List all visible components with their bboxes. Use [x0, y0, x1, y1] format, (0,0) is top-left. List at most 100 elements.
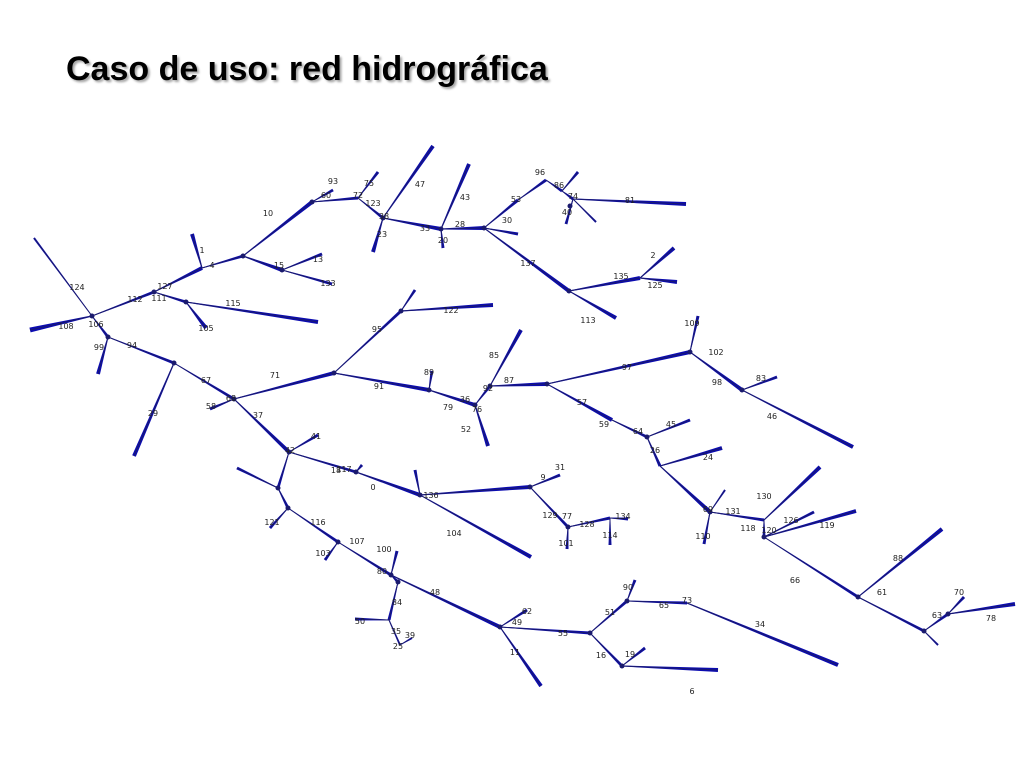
node-label-74: 74: [568, 192, 578, 201]
junction-node: [426, 387, 432, 393]
node-label-123: 123: [365, 199, 380, 208]
node-label-133: 133: [320, 279, 335, 288]
river-segment-line: [287, 507, 339, 543]
river-segment-line: [191, 233, 203, 269]
junction-node: [619, 663, 625, 669]
junction-node: [380, 215, 386, 221]
river-edges: [29, 144, 1016, 688]
node-label-106: 106: [88, 320, 103, 329]
river-segment-line: [419, 486, 531, 496]
river-segment-line: [153, 267, 203, 293]
node-label-96: 96: [535, 168, 545, 177]
node-label-107: 107: [349, 537, 364, 546]
junction-node: [285, 505, 291, 511]
river-segment-line: [281, 269, 333, 285]
river-segment-line: [474, 385, 491, 406]
node-label-117: 117: [336, 465, 351, 474]
river-segment-line: [414, 469, 421, 496]
river-segment-line: [97, 336, 109, 375]
river-segment-line: [233, 398, 290, 453]
river-segment-line: [709, 489, 726, 513]
junction-node: [105, 334, 111, 340]
river-segment-line: [29, 315, 93, 331]
junction-node: [761, 534, 767, 540]
node-label-89: 89: [424, 368, 434, 377]
river-segment-line: [703, 511, 711, 545]
river-segment-line: [589, 632, 623, 667]
junction-node: [707, 509, 713, 515]
node-label-71: 71: [270, 371, 280, 380]
node-label-67: 67: [201, 376, 211, 385]
junction-node: [151, 289, 157, 295]
river-segment-line: [354, 618, 390, 621]
node-label-49: 49: [512, 618, 522, 627]
junction-node: [624, 598, 630, 604]
river-segment-line: [281, 253, 323, 271]
node-label-37: 37: [253, 411, 263, 420]
node-label-2: 2: [650, 251, 655, 260]
river-segment-line: [561, 190, 574, 200]
junction-node: [183, 299, 189, 305]
river-segment-line: [277, 451, 290, 489]
node-label-131: 131: [725, 507, 740, 516]
node-label-119: 119: [819, 521, 834, 530]
node-label-16: 16: [596, 651, 606, 660]
node-label-52: 52: [461, 425, 471, 434]
junction-node: [171, 360, 177, 366]
river-segment-line: [242, 201, 313, 257]
node-label-40: 40: [562, 208, 572, 217]
node-label-70: 70: [954, 588, 964, 597]
junction-node: [309, 199, 315, 205]
river-segment-line: [91, 315, 109, 338]
river-segment-line: [689, 315, 699, 353]
river-segment-line: [324, 541, 339, 561]
node-label-25: 25: [393, 642, 403, 651]
node-label-63: 63: [932, 611, 942, 620]
node-label-130: 130: [756, 492, 771, 501]
node-label-135: 135: [613, 272, 628, 281]
river-segment-line: [947, 603, 1016, 615]
river-segment-line: [741, 389, 854, 448]
node-label-86: 86: [554, 181, 564, 190]
river-nodes: [89, 199, 951, 669]
river-segment-line: [545, 179, 563, 192]
river-segment-line: [185, 301, 207, 329]
river-segment-line: [609, 517, 629, 520]
node-label-122: 122: [443, 306, 458, 315]
node-label-134: 134: [615, 512, 630, 521]
node-label-80: 80: [377, 567, 387, 576]
river-segment-line: [659, 447, 723, 467]
node-label-66: 66: [790, 576, 800, 585]
node-label-57: 57: [577, 398, 587, 407]
river-segment-line: [621, 665, 719, 671]
river-segment-line: [857, 596, 925, 632]
river-segment-line: [399, 637, 413, 646]
river-segment-line: [209, 398, 235, 410]
junction-node: [331, 370, 337, 376]
river-segment-line: [947, 596, 965, 615]
node-label-75: 75: [364, 179, 374, 188]
node-label-125: 125: [647, 281, 662, 290]
river-segment-line: [311, 189, 334, 203]
node-label-85: 85: [489, 351, 499, 360]
node-label-104: 104: [446, 529, 461, 538]
river-segment-line: [763, 466, 821, 521]
river-segment-line: [546, 383, 613, 421]
river-segment-line: [288, 451, 357, 473]
river-segment-line: [923, 630, 939, 646]
node-label-90: 90: [623, 583, 633, 592]
node-label-113: 113: [580, 316, 595, 325]
junction-node: [565, 524, 571, 530]
river-segment-line: [288, 434, 319, 453]
node-label-50: 50: [355, 617, 365, 626]
river-segment-line: [333, 310, 402, 374]
node-label-1: 1: [199, 246, 204, 255]
river-segment-line: [382, 145, 434, 219]
river-segment-line: [201, 255, 244, 269]
node-label-36: 36: [460, 395, 470, 404]
junction-node: [921, 628, 927, 634]
node-label-29: 29: [148, 409, 158, 418]
river-segment-line: [621, 647, 646, 667]
node-label-61: 61: [877, 588, 887, 597]
river-segment-line: [923, 613, 949, 632]
